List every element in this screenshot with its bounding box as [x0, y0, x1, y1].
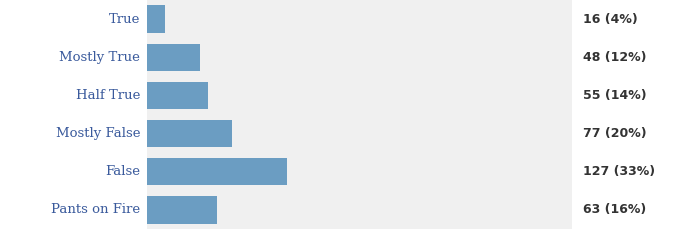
Bar	[147, 0, 572, 38]
Text: 127 (33%): 127 (33%)	[583, 165, 656, 178]
Text: Pants on Fire: Pants on Fire	[51, 203, 140, 216]
Bar	[147, 158, 288, 185]
Text: 48 (12%): 48 (12%)	[583, 51, 647, 64]
Bar	[147, 153, 572, 191]
Text: Mostly True: Mostly True	[60, 51, 140, 64]
Bar	[147, 191, 572, 229]
Text: False: False	[105, 165, 140, 178]
Bar	[147, 114, 572, 153]
Text: 16 (4%): 16 (4%)	[583, 13, 638, 26]
Bar	[147, 82, 208, 109]
Text: True: True	[109, 13, 140, 26]
Bar	[147, 44, 200, 71]
Text: 55 (14%): 55 (14%)	[583, 89, 647, 102]
Bar	[147, 5, 165, 33]
Text: 77 (20%): 77 (20%)	[583, 127, 647, 140]
Text: Half True: Half True	[76, 89, 140, 102]
Bar	[147, 76, 572, 114]
Text: Mostly False: Mostly False	[56, 127, 140, 140]
Bar	[147, 120, 232, 147]
Bar	[147, 196, 216, 224]
Bar	[147, 38, 572, 76]
Text: 63 (16%): 63 (16%)	[583, 203, 647, 216]
